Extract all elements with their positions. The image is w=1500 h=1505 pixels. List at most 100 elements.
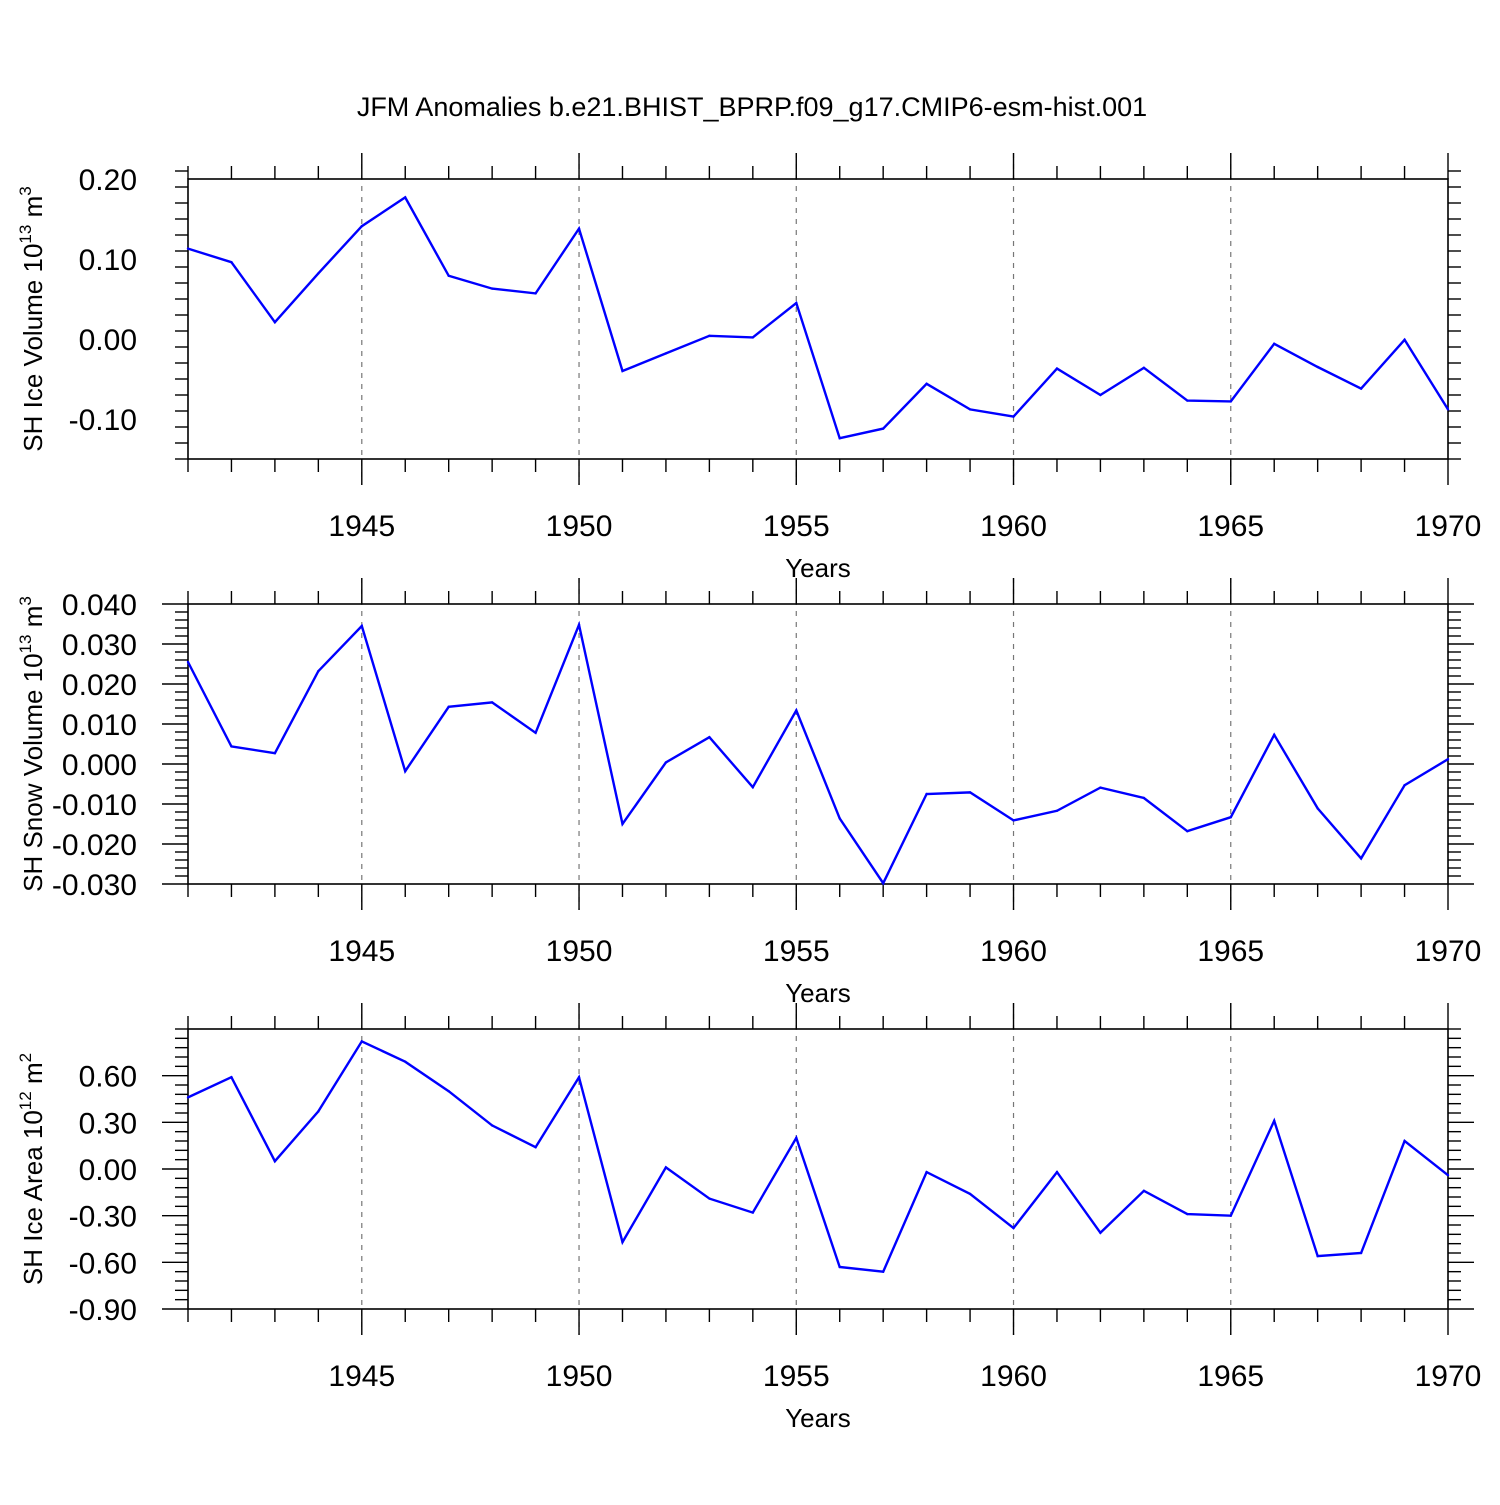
data-point — [1359, 1251, 1363, 1255]
data-point — [186, 247, 190, 250]
data-point — [360, 1040, 363, 1043]
data-point — [273, 1160, 277, 1163]
data-point — [1273, 1119, 1276, 1122]
data-point — [1316, 807, 1319, 810]
data-point — [447, 1090, 450, 1093]
data-point — [1055, 809, 1059, 812]
y-axis-title: SH Snow Volume 1013 m3 — [16, 596, 48, 892]
y-axis-title: SH Ice Volume 1013 m3 — [16, 186, 48, 451]
data-point — [795, 301, 798, 305]
data-point — [1229, 1214, 1232, 1217]
data-point — [925, 792, 928, 796]
data-point — [795, 709, 798, 712]
data-point — [664, 761, 668, 764]
data-point — [925, 1170, 928, 1174]
y-tick-label: -0.90 — [69, 1294, 137, 1327]
data-point — [1012, 415, 1015, 418]
y-tick-label: -0.030 — [52, 869, 137, 902]
x-tick-label: 1970 — [1415, 935, 1482, 968]
data-point — [404, 770, 407, 773]
x-tick-label: 1955 — [763, 935, 830, 968]
data-point — [447, 274, 450, 277]
data-point — [230, 261, 233, 264]
y-axis-title-superscript: 12 — [16, 1091, 35, 1110]
data-point — [1403, 338, 1406, 341]
data-point — [273, 321, 277, 324]
x-axis-title: Years — [785, 1403, 851, 1433]
data-point — [1055, 1170, 1059, 1174]
series-line — [187, 195, 1450, 440]
y-axis-title-part: m — [18, 606, 48, 635]
x-tick-label: 1965 — [1197, 935, 1264, 968]
data-point — [490, 701, 494, 704]
y-axis-title-superscript: 3 — [16, 596, 35, 605]
x-tick-label: 1955 — [763, 510, 830, 543]
y-axis-title: SH Ice Area 1012 m2 — [16, 1053, 48, 1285]
data-point — [1316, 1254, 1319, 1258]
data-point — [534, 731, 537, 734]
data-point — [534, 1146, 537, 1149]
data-point — [838, 817, 841, 820]
plot-frame — [187, 178, 1449, 460]
data-point — [1273, 733, 1276, 736]
y-tick-label: -0.10 — [69, 404, 137, 437]
data-point — [490, 1124, 494, 1127]
data-point — [490, 287, 494, 290]
data-point — [1446, 408, 1450, 411]
data-point — [968, 408, 972, 411]
x-axis-title: Years — [785, 978, 851, 1008]
data-point — [881, 882, 885, 885]
x-tick-label: 1950 — [546, 1360, 613, 1393]
y-axis-title-superscript: 3 — [16, 186, 35, 195]
data-point — [317, 272, 320, 275]
data-point — [1403, 784, 1406, 787]
data-point — [1446, 1174, 1450, 1177]
x-tick-label: 1950 — [546, 510, 613, 543]
y-tick-label: 0.020 — [62, 669, 137, 702]
data-point — [230, 1076, 233, 1079]
data-point — [795, 1136, 798, 1140]
y-axis-title-part: SH Snow Volume 10 — [18, 653, 48, 891]
y-tick-label: 0.010 — [62, 709, 137, 742]
y-tick-label: -0.020 — [52, 829, 137, 862]
x-tick-label: 1960 — [980, 935, 1047, 968]
data-point — [621, 1240, 624, 1244]
data-point — [838, 437, 841, 440]
data-point — [881, 1270, 885, 1273]
data-point — [664, 1166, 668, 1169]
data-point — [1359, 857, 1363, 860]
y-tick-label: 0.000 — [62, 749, 137, 782]
data-point — [751, 336, 755, 339]
plot-frame — [187, 603, 1449, 885]
y-tick-label: -0.60 — [69, 1247, 137, 1280]
data-point — [577, 1076, 581, 1079]
y-tick-label: 0.60 — [79, 1061, 137, 1094]
x-tick-label: 1945 — [328, 1360, 395, 1393]
data-point — [1012, 1226, 1015, 1230]
data-point — [1012, 819, 1015, 822]
x-tick-label: 1955 — [763, 1360, 830, 1393]
data-point — [1142, 1189, 1146, 1192]
y-tick-label: -0.30 — [69, 1201, 137, 1234]
data-point — [1273, 342, 1276, 345]
y-axis-title-part: SH Ice Area 10 — [18, 1110, 48, 1285]
data-point — [577, 623, 581, 626]
data-point — [1186, 1212, 1189, 1216]
data-point — [1446, 758, 1450, 761]
data-point — [404, 1060, 407, 1063]
y-tick-label: 0.030 — [62, 629, 137, 662]
data-point — [1142, 366, 1146, 369]
data-point — [1316, 365, 1319, 369]
x-tick-label: 1960 — [980, 1360, 1047, 1393]
series-line — [187, 1039, 1449, 1273]
data-point — [360, 624, 363, 628]
data-point — [1186, 399, 1189, 402]
data-point — [447, 705, 450, 708]
data-point — [621, 369, 624, 373]
y-axis-title-part: m — [18, 1062, 48, 1091]
x-tick-label: 1960 — [980, 510, 1047, 543]
panel-2: 0.040 0.030 0.020 0.010 0.000 -0.010 -0.020 -0.… — [16, 578, 1481, 1008]
data-point — [186, 660, 190, 664]
data-point — [1099, 393, 1102, 397]
